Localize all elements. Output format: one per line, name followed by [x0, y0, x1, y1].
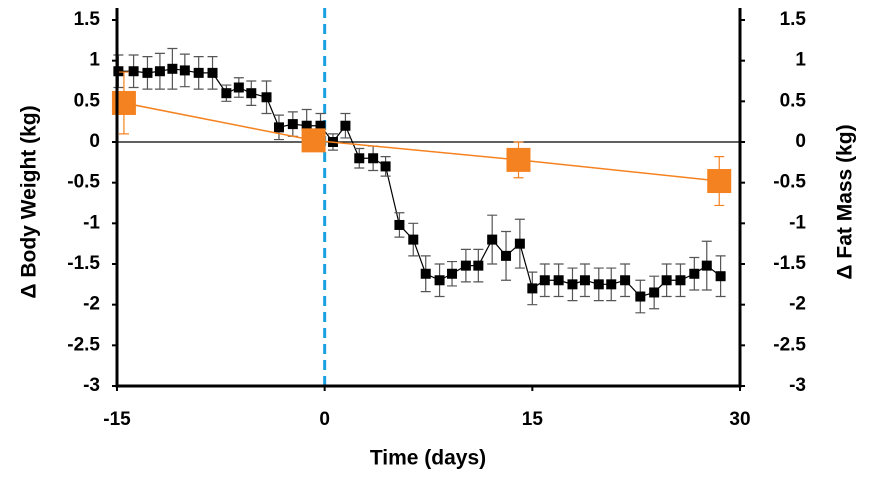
x-tick-label: 30: [729, 409, 750, 430]
marker: [128, 66, 139, 77]
marker: [408, 234, 419, 245]
x-tick-label: 0: [319, 409, 330, 430]
series-line: [118, 68, 721, 298]
marker: [473, 260, 484, 271]
y-tick-label: -2: [83, 294, 100, 315]
series-line: [123, 102, 720, 182]
marker: [567, 279, 578, 290]
marker: [394, 219, 405, 230]
marker: [420, 268, 431, 279]
y2-tick-label: -0.5: [773, 172, 806, 193]
y-tick-label: 1.5: [74, 9, 101, 30]
marker: [261, 92, 272, 103]
y2-tick-label: -2.5: [773, 334, 806, 355]
marker: [579, 275, 590, 286]
marker: [506, 147, 531, 172]
x-axis-title: Time (days): [370, 447, 486, 470]
marker: [233, 82, 244, 93]
marker: [701, 260, 712, 271]
marker: [273, 122, 284, 133]
marker: [287, 119, 298, 130]
axes: [115, 8, 742, 388]
marker: [434, 275, 445, 286]
marker: [340, 120, 351, 131]
marker: [460, 260, 471, 271]
y-tick-label: -3: [83, 375, 100, 396]
marker: [221, 88, 232, 99]
marker: [246, 88, 257, 99]
y2-tick-label: -3: [789, 375, 806, 396]
marker: [368, 153, 379, 164]
x-tick-label: -15: [103, 409, 131, 430]
y-tick-label: -1: [83, 212, 100, 233]
marker: [487, 234, 498, 245]
marker: [527, 283, 538, 294]
y2-tick-label: 0.5: [780, 90, 807, 111]
y2-axis-title: Δ Fat Mass (kg): [834, 124, 857, 279]
y2-tick-label: 0: [795, 131, 806, 152]
marker: [689, 268, 700, 279]
marker: [606, 279, 617, 290]
marker: [707, 169, 732, 194]
marker: [553, 275, 564, 286]
marker: [193, 67, 204, 78]
marker: [620, 275, 631, 286]
marker: [315, 120, 326, 131]
marker: [675, 275, 686, 286]
y2-tick-label: -1: [789, 212, 806, 233]
marker: [301, 128, 326, 153]
y-tick-label: -2.5: [67, 334, 100, 355]
marker: [207, 67, 218, 78]
marker: [179, 65, 190, 76]
y2-tick-label: 1.5: [780, 9, 807, 30]
y-tick-label: -1.5: [67, 253, 100, 274]
marker: [301, 120, 312, 131]
y-axis-title: Δ Body Weight (kg): [18, 105, 41, 298]
y-tick-label: 0.5: [74, 90, 101, 111]
marker: [167, 63, 178, 74]
x-tick-label: 15: [522, 409, 544, 430]
marker: [539, 275, 550, 286]
marker: [380, 161, 391, 172]
marker: [501, 250, 512, 261]
marker: [154, 66, 165, 77]
y-tick-label: -0.5: [67, 172, 100, 193]
marker: [354, 153, 365, 164]
marker: [661, 275, 672, 286]
marker: [593, 279, 604, 290]
marker: [142, 67, 153, 78]
y-tick-label: 1: [89, 50, 100, 71]
y2-tick-label: 1: [795, 50, 806, 71]
y2-tick-label: -1.5: [773, 253, 806, 274]
y-tick-label: 0: [89, 131, 100, 152]
marker: [715, 271, 726, 282]
marker: [635, 291, 646, 302]
marker: [447, 268, 458, 279]
marker: [649, 287, 660, 298]
y2-tick-label: -2: [789, 294, 806, 315]
marker: [514, 238, 525, 249]
